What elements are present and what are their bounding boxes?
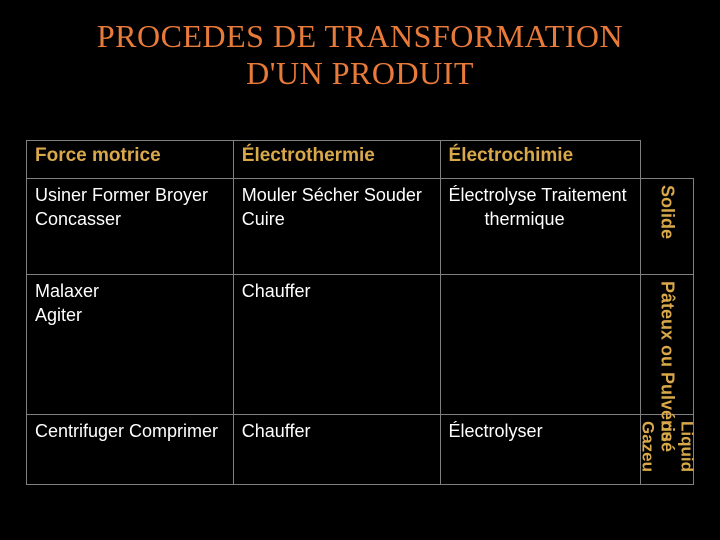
cell-text: Agiter <box>35 305 82 325</box>
transformation-table: Force motrice Électrothermie Électrochim… <box>26 140 694 485</box>
cell-force-solide: Usiner Former Broyer Concasser <box>27 179 234 275</box>
state-label-solide: Solide <box>640 179 693 275</box>
table-row: Centrifuger Comprimer Chauffer Électroly… <box>27 415 694 485</box>
cell-text: Malaxer <box>35 281 99 301</box>
cell-force-pateux: Malaxer Agiter <box>27 275 234 415</box>
cell-thermie-liquide: Chauffer <box>233 415 440 485</box>
cell-force-liquide: Centrifuger Comprimer <box>27 415 234 485</box>
table-row: Usiner Former Broyer Concasser Mouler Sé… <box>27 179 694 275</box>
slide-title: PROCEDES DE TRANSFORMATION D'UN PRODUIT <box>0 0 720 92</box>
state-label-liquide: Liquid ou Gazeu <box>640 415 693 485</box>
vlabel-line: Liquid <box>677 421 696 472</box>
cell-thermie-solide: Mouler Sécher Souder Cuire <box>233 179 440 275</box>
title-line-2: D'UN PRODUIT <box>246 55 474 91</box>
state-label-text: Solide <box>656 185 677 239</box>
cell-chimie-liquide: Électrolyser <box>440 415 640 485</box>
state-label-pateux: Pâteux ou Pulvérisé <box>640 275 693 415</box>
cell-text-indent: thermique <box>449 207 565 231</box>
vlabel-line: ou <box>657 421 677 472</box>
header-electrothermie: Électrothermie <box>233 141 440 179</box>
state-label-text: Liquid ou Gazeu <box>637 421 696 472</box>
header-electrochimie: Électrochimie <box>440 141 640 179</box>
header-state-empty <box>640 141 693 179</box>
cell-thermie-pateux: Chauffer <box>233 275 440 415</box>
cell-chimie-solide: Électrolyse Traitement thermique <box>440 179 640 275</box>
vlabel-line: Gazeu <box>637 421 657 472</box>
cell-chimie-pateux <box>440 275 640 415</box>
title-line-1: PROCEDES DE TRANSFORMATION <box>97 18 623 54</box>
header-force-motrice: Force motrice <box>27 141 234 179</box>
cell-text: Électrolyse Traitement <box>449 185 627 205</box>
table-header-row: Force motrice Électrothermie Électrochim… <box>27 141 694 179</box>
table: Force motrice Électrothermie Électrochim… <box>26 140 694 485</box>
table-row: Malaxer Agiter Chauffer Pâteux ou Pulvér… <box>27 275 694 415</box>
